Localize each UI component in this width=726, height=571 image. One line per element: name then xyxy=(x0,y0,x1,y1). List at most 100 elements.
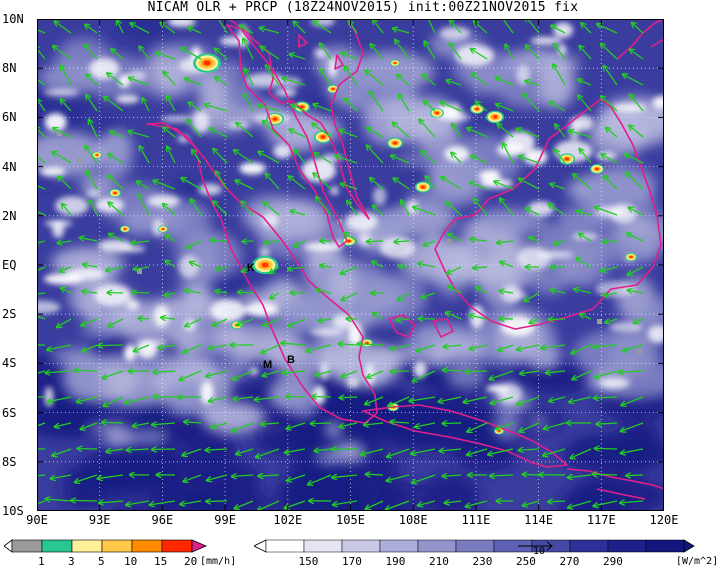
wind-vector xyxy=(315,153,332,164)
wind-vector xyxy=(233,397,254,399)
wind-vector xyxy=(344,233,358,242)
olr-color-bin xyxy=(607,539,647,553)
wind-vector xyxy=(314,21,332,34)
olr-cloud-patch xyxy=(200,401,267,435)
wind-vector xyxy=(345,98,358,112)
olr-bright-patch xyxy=(197,183,222,196)
wind-vector xyxy=(206,370,228,376)
wind-vector xyxy=(37,315,46,319)
wind-vector xyxy=(500,19,514,34)
wind-vector xyxy=(503,143,514,164)
wind-vector xyxy=(242,266,254,271)
wind-vector xyxy=(61,99,72,112)
wind-vector xyxy=(181,178,202,190)
wind-vector xyxy=(630,49,644,60)
olr-cloud-patch xyxy=(376,344,421,365)
precip-colorbar-label: 20 xyxy=(184,555,198,568)
wind-vector xyxy=(522,474,540,475)
wind-vector xyxy=(82,291,98,293)
wind-vector xyxy=(372,261,384,268)
wind-vector xyxy=(390,344,410,349)
wind-vector xyxy=(445,501,462,503)
olr-bright-patch xyxy=(248,367,259,375)
wind-vector xyxy=(398,266,410,267)
wind-vector xyxy=(470,344,488,349)
wind-vector xyxy=(544,422,566,429)
wind-vector xyxy=(568,500,592,508)
wind-vector xyxy=(517,129,540,138)
wind-vector xyxy=(490,475,514,476)
olr-bright-patch xyxy=(413,361,427,379)
wind-vector xyxy=(361,448,384,455)
wind-vector xyxy=(55,21,72,34)
olr-cloud-patch xyxy=(162,379,213,417)
wind-vector xyxy=(154,396,176,397)
wind-vector xyxy=(315,370,332,375)
wind-vector xyxy=(529,237,540,241)
precip-color-bin xyxy=(71,539,103,553)
wind-vector xyxy=(470,239,488,241)
wind-vector xyxy=(339,344,358,345)
wind-vector xyxy=(418,263,436,268)
wind-vector xyxy=(308,474,332,485)
wind-vector xyxy=(233,370,254,379)
olr-cloud-patch xyxy=(607,334,647,379)
wind-vector xyxy=(448,286,462,294)
wind-vector xyxy=(569,131,592,138)
olr-cloud-patch xyxy=(325,420,342,439)
precip-light-pixel xyxy=(77,157,82,162)
wind-vector xyxy=(444,345,462,347)
wind-vector xyxy=(519,179,540,190)
wind-vector xyxy=(553,64,566,86)
wind-vector xyxy=(393,28,410,34)
olr-color-bin xyxy=(455,539,495,553)
olr-bright-patch xyxy=(500,316,536,337)
olr-cloud-patch xyxy=(643,296,664,325)
wind-vector xyxy=(472,73,488,86)
wind-vector xyxy=(117,20,124,34)
wind-vector xyxy=(320,69,332,86)
olr-bright-patch xyxy=(346,376,360,389)
wind-vector xyxy=(424,41,436,60)
wind-vector xyxy=(287,474,306,481)
wind-vector xyxy=(543,448,566,456)
wind-vector xyxy=(288,267,306,269)
wind-vector xyxy=(167,96,176,112)
olr-bright-patch xyxy=(44,88,79,96)
olr-precip-map: K M B xyxy=(37,19,664,511)
wind-vector xyxy=(339,397,358,398)
wind-vector xyxy=(373,313,384,320)
wind-vector xyxy=(393,178,410,190)
longitude-label: 114E xyxy=(524,513,554,527)
wind-vector xyxy=(629,125,644,138)
wind-vector xyxy=(554,44,566,60)
wind-vector xyxy=(418,500,436,505)
wind-vector xyxy=(604,176,618,190)
wind-vector xyxy=(465,371,488,372)
wind-vector xyxy=(393,122,410,138)
wind-vector xyxy=(130,23,150,34)
wind-vector xyxy=(426,176,436,190)
wind-vector xyxy=(446,202,462,216)
olr-bright-patch xyxy=(516,247,552,270)
wind-vector xyxy=(373,205,384,216)
wind-vector xyxy=(601,44,618,60)
wind-vector xyxy=(473,267,488,268)
olr-colorbar-label: 230 xyxy=(472,555,493,568)
wind-vector xyxy=(496,422,514,429)
wind-vector xyxy=(419,119,436,138)
olr-cloud-patch xyxy=(433,335,487,363)
wind-vector xyxy=(471,156,488,164)
wind-vector xyxy=(261,344,280,353)
wind-vector xyxy=(494,181,514,190)
wind-vector xyxy=(488,448,514,455)
wind-vector xyxy=(341,266,358,274)
precip-color-bin xyxy=(161,539,193,553)
olr-bright-patch xyxy=(44,386,54,408)
wind-vector xyxy=(621,396,644,405)
wind-vector xyxy=(626,475,644,476)
wind-vector xyxy=(207,474,228,480)
wind-vector xyxy=(289,176,306,190)
wind-vector xyxy=(216,267,228,269)
wind-vector xyxy=(236,123,254,138)
